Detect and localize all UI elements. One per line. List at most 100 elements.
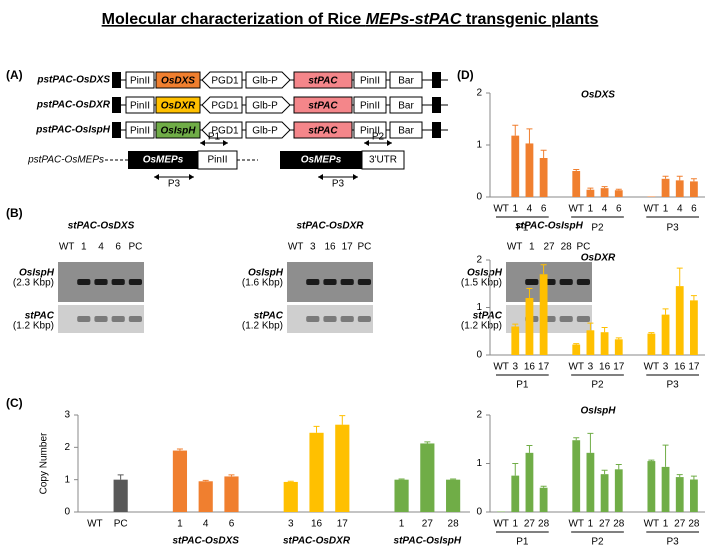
x-tick-label: 6 <box>616 204 622 215</box>
arrow-head <box>318 174 358 180</box>
bar <box>224 476 239 512</box>
error-bar <box>424 441 431 444</box>
bar <box>586 330 595 355</box>
cassette-name: pstPAC-OsMEPs <box>27 155 104 166</box>
group-label: P2 <box>591 380 604 391</box>
x-tick-label: 3 <box>663 362 669 373</box>
chart-title: OsDXR <box>581 253 616 264</box>
bar <box>394 479 409 512</box>
x-tick-label: 27 <box>674 519 686 530</box>
element-label: stPAC <box>308 126 338 137</box>
bar <box>511 135 520 197</box>
x-tick-label: 28 <box>688 519 700 530</box>
x-tick-label: 4 <box>203 519 209 530</box>
group-label: P3 <box>667 380 680 391</box>
error-bar <box>662 308 669 315</box>
gene-box <box>128 151 198 169</box>
error-bar <box>648 332 655 334</box>
error-bar <box>526 445 533 453</box>
gel-band <box>94 279 108 285</box>
x-tick-label: 4 <box>527 204 533 215</box>
element-label: Bar <box>398 126 414 137</box>
element-box <box>353 121 387 139</box>
title-part: Molecular characterization of Rice <box>102 11 366 28</box>
border-box <box>112 122 121 138</box>
error-bar <box>202 479 209 482</box>
bar <box>661 466 670 512</box>
gel-band <box>111 279 125 285</box>
element-box <box>125 96 155 114</box>
error-bar <box>540 264 547 275</box>
bar <box>600 332 609 355</box>
x-tick-label: 16 <box>311 519 323 530</box>
element-label: OsDXS <box>161 76 195 87</box>
bar <box>690 300 698 355</box>
element-label: PGD1 <box>211 76 239 87</box>
chart-title: OsDXS <box>581 90 615 101</box>
arrow-head <box>154 174 194 180</box>
bar <box>661 178 670 197</box>
error-bar <box>526 128 533 144</box>
figure-title: Molecular characterization of Rice MEPs-… <box>102 11 599 28</box>
error-bar <box>117 474 124 480</box>
panel-label: (A) <box>6 68 23 82</box>
promoter-arrow <box>201 96 243 114</box>
bar <box>614 469 623 512</box>
x-tick-label: WT <box>493 204 509 215</box>
error-bar <box>573 343 580 345</box>
x-tick-label: 27 <box>524 519 536 530</box>
error-bar <box>573 437 580 441</box>
element-label: PinII <box>130 126 150 137</box>
error-bar <box>573 168 580 171</box>
element-label: PinII <box>130 76 150 87</box>
element-label: PinII <box>360 126 380 137</box>
lane-label: 16 <box>324 242 336 253</box>
group-label: P1 <box>516 537 529 548</box>
lane-label: WT <box>59 242 75 253</box>
x-tick-label: WT <box>644 204 660 215</box>
gel-band <box>94 316 108 322</box>
x-tick-label: 1 <box>512 519 518 530</box>
bar <box>525 298 534 355</box>
lane-label: 4 <box>98 242 104 253</box>
lane-label: WT <box>507 242 523 253</box>
y-tick-label: 2 <box>476 410 482 421</box>
gel-title: stPAC-OsDXS <box>68 221 135 232</box>
border-box <box>112 72 121 88</box>
element-label: stPAC <box>308 76 338 87</box>
lane-label: 28 <box>561 242 573 253</box>
element-box <box>125 121 155 139</box>
error-bar <box>615 337 622 340</box>
error-bar <box>662 444 669 467</box>
bar <box>586 452 595 512</box>
error-bar <box>690 475 697 480</box>
bar <box>572 440 581 512</box>
bar <box>647 196 656 197</box>
error-bar <box>313 425 320 433</box>
error-bar <box>540 485 547 488</box>
lane-label: 6 <box>115 242 121 253</box>
bar <box>198 481 213 512</box>
error-bar <box>690 178 697 182</box>
border-box <box>432 97 441 113</box>
error-bar <box>540 149 547 158</box>
lane-label: 1 <box>81 242 87 253</box>
element-label: stPAC <box>308 101 338 112</box>
bar <box>539 487 548 512</box>
gene-box <box>280 151 362 169</box>
x-tick-label: 28 <box>538 519 550 530</box>
lane-label: 3 <box>310 242 316 253</box>
y-tick-label: 0 <box>476 507 482 518</box>
lane-label: 27 <box>543 242 555 253</box>
element-box <box>293 96 353 114</box>
error-bar <box>615 463 622 470</box>
element-label: PinII <box>130 101 150 112</box>
bar <box>335 424 350 512</box>
x-tick-label: 3 <box>588 362 594 373</box>
gel-band <box>323 316 337 322</box>
error-bar <box>690 295 697 301</box>
x-tick-label: 27 <box>422 519 434 530</box>
x-tick-label: 1 <box>663 519 669 530</box>
x-tick-label: 6 <box>541 204 547 215</box>
term-label: PinII <box>207 155 227 166</box>
